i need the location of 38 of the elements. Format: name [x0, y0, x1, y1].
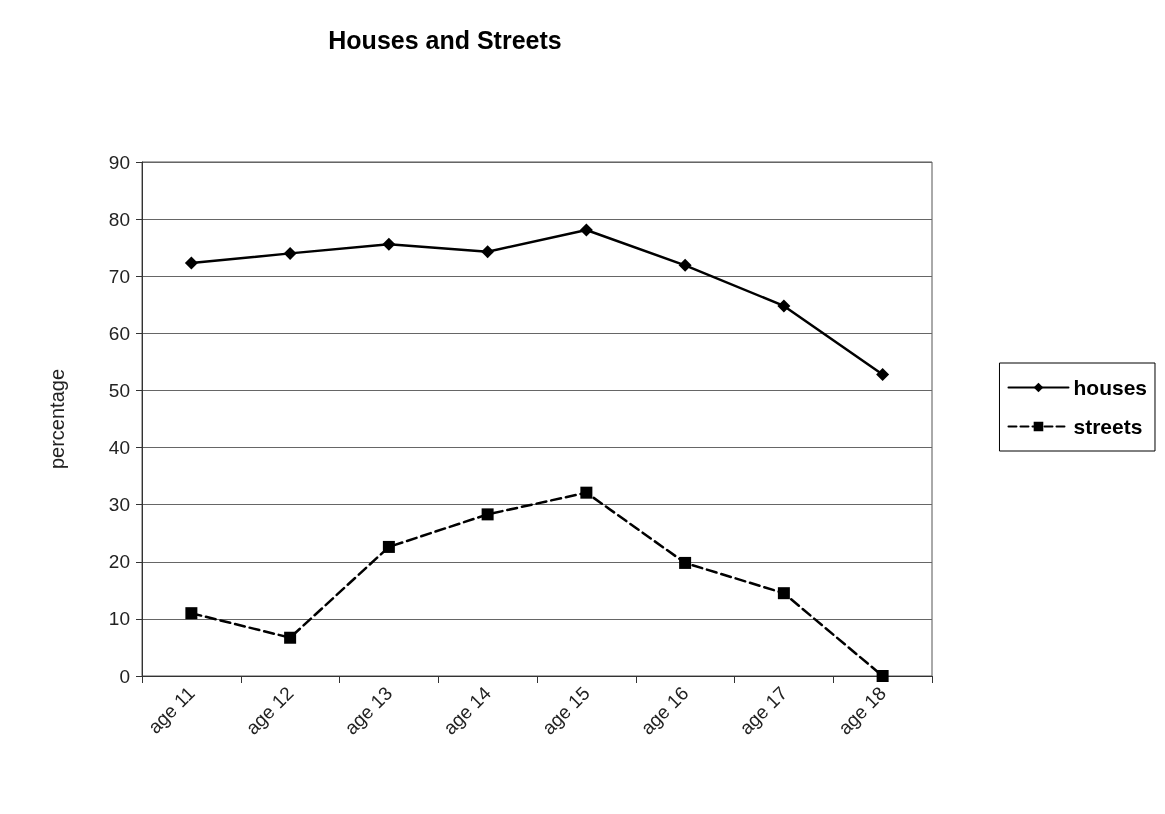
point [876, 367, 890, 381]
point [481, 245, 495, 259]
y-tick-label: 10 [108, 608, 130, 630]
legend-label: houses [1073, 376, 1148, 399]
point [580, 486, 593, 499]
y-tick-label: 40 [108, 437, 130, 459]
point [579, 223, 593, 237]
x-tick-label: age 16 [636, 682, 693, 739]
point [382, 237, 396, 251]
point [678, 258, 692, 272]
y-tick-label: 70 [108, 265, 130, 287]
chart-title: Houses and Streets [328, 25, 562, 54]
point [481, 508, 494, 521]
y-tick-label: 60 [108, 322, 130, 344]
y-axis-title: percentage [46, 368, 68, 470]
point [382, 540, 395, 553]
legend-label: streets [1073, 415, 1143, 438]
x-tick-label: age 15 [537, 682, 594, 739]
x-tick-label: age 18 [834, 682, 891, 739]
point [184, 256, 198, 270]
x-tick-label: age 12 [241, 682, 298, 739]
x-tick-label: age 17 [735, 682, 792, 739]
y-tick-label: 0 [119, 665, 130, 687]
x-tick-label: age 11 [143, 682, 199, 738]
y-tick-label: 90 [108, 151, 130, 173]
point [284, 631, 297, 644]
y-tick-label: 50 [108, 379, 130, 401]
x-tick-label: age 14 [439, 682, 496, 739]
point [777, 299, 791, 313]
y-tick-label: 20 [108, 551, 130, 573]
point [283, 246, 297, 260]
point [679, 556, 692, 569]
point [777, 587, 790, 600]
point [185, 607, 198, 620]
y-tick-label: 80 [108, 208, 130, 230]
y-tick-label: 30 [108, 494, 130, 516]
point [876, 670, 889, 682]
x-tick-label: age 13 [340, 682, 397, 739]
